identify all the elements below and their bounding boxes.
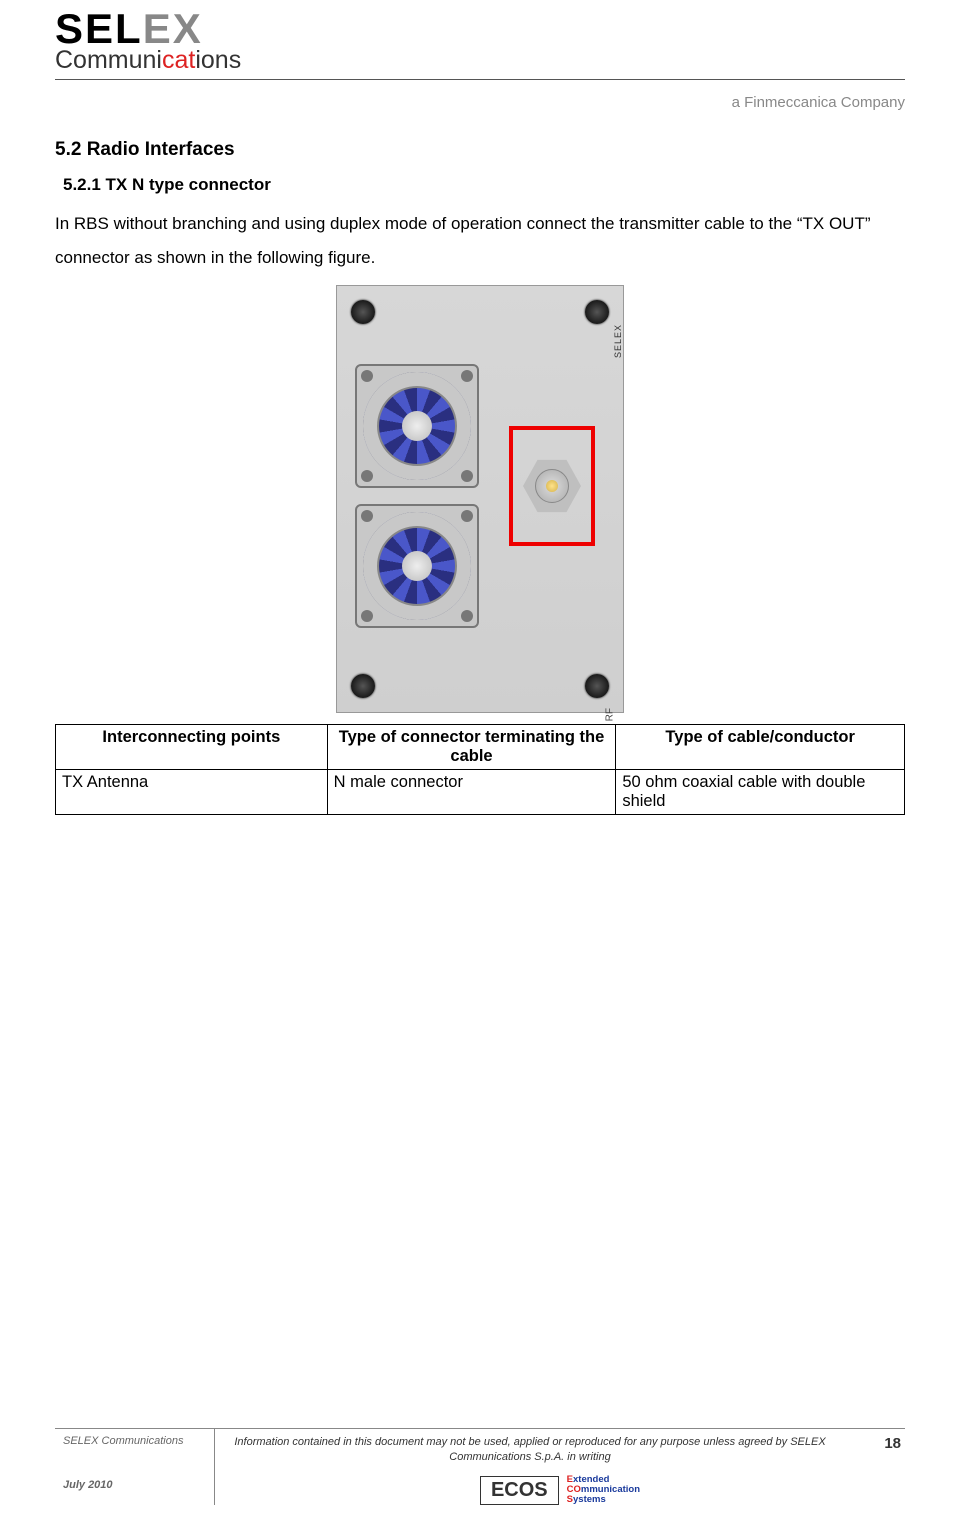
body-paragraph: In RBS without branching and using duple…: [55, 207, 905, 275]
connector-spec-table: Interconnecting points Type of connector…: [55, 724, 905, 815]
section-heading: 5.2 Radio Interfaces: [55, 139, 905, 161]
fan-icon: [355, 364, 479, 488]
table-header: Type of connector terminating the cable: [327, 725, 616, 770]
screw-icon: [585, 300, 609, 324]
table-cell: TX Antenna: [56, 770, 328, 815]
screw-icon: [351, 300, 375, 324]
ecos-box: ECOS: [480, 1476, 559, 1505]
table-row: TX Antenna N male connector 50 ohm coaxi…: [56, 770, 905, 815]
rf-panel-illustration: SELEX: [336, 285, 624, 713]
subsection-heading: 5.2.1 TX N type connector: [63, 175, 905, 195]
screw-icon: [351, 674, 375, 698]
logo-sub-red: cat: [162, 46, 195, 74]
table-cell: N male connector: [327, 770, 616, 815]
ecos-logo: ECOS Extended COmmunication Systems: [215, 1471, 905, 1505]
document-footer: SELEX Communications Information contain…: [55, 1428, 905, 1505]
logo: SELEX Communications: [55, 8, 905, 73]
document-header: SELEX Communications a Finmeccanica Comp…: [55, 0, 905, 111]
table-header: Type of cable/conductor: [616, 725, 905, 770]
tagline: a Finmeccanica Company: [55, 94, 905, 111]
header-divider: [55, 79, 905, 80]
page-number: 18: [845, 1428, 905, 1471]
footer-company: SELEX Communications: [55, 1428, 215, 1471]
screw-icon: [585, 674, 609, 698]
panel-side-label: SELEX: [613, 324, 623, 358]
ecos-expansion: Extended COmmunication Systems: [567, 1475, 640, 1505]
footer-date: July 2010: [55, 1471, 215, 1505]
logo-sub-pre: Communi: [55, 46, 162, 74]
n-connector-icon: [523, 457, 581, 515]
logo-text-ex: EX: [143, 5, 203, 52]
rf-label: RF: [604, 708, 615, 721]
fan-icon: [355, 504, 479, 628]
table-cell: 50 ohm coaxial cable with double shield: [616, 770, 905, 815]
tx-out-highlight: [509, 426, 595, 546]
logo-text-pre: SEL: [55, 5, 143, 52]
logo-sub-post: ions: [195, 46, 241, 74]
figure: SELEX: [55, 285, 905, 718]
table-header: Interconnecting points: [56, 725, 328, 770]
footer-disclaimer: Information contained in this document m…: [215, 1428, 845, 1471]
